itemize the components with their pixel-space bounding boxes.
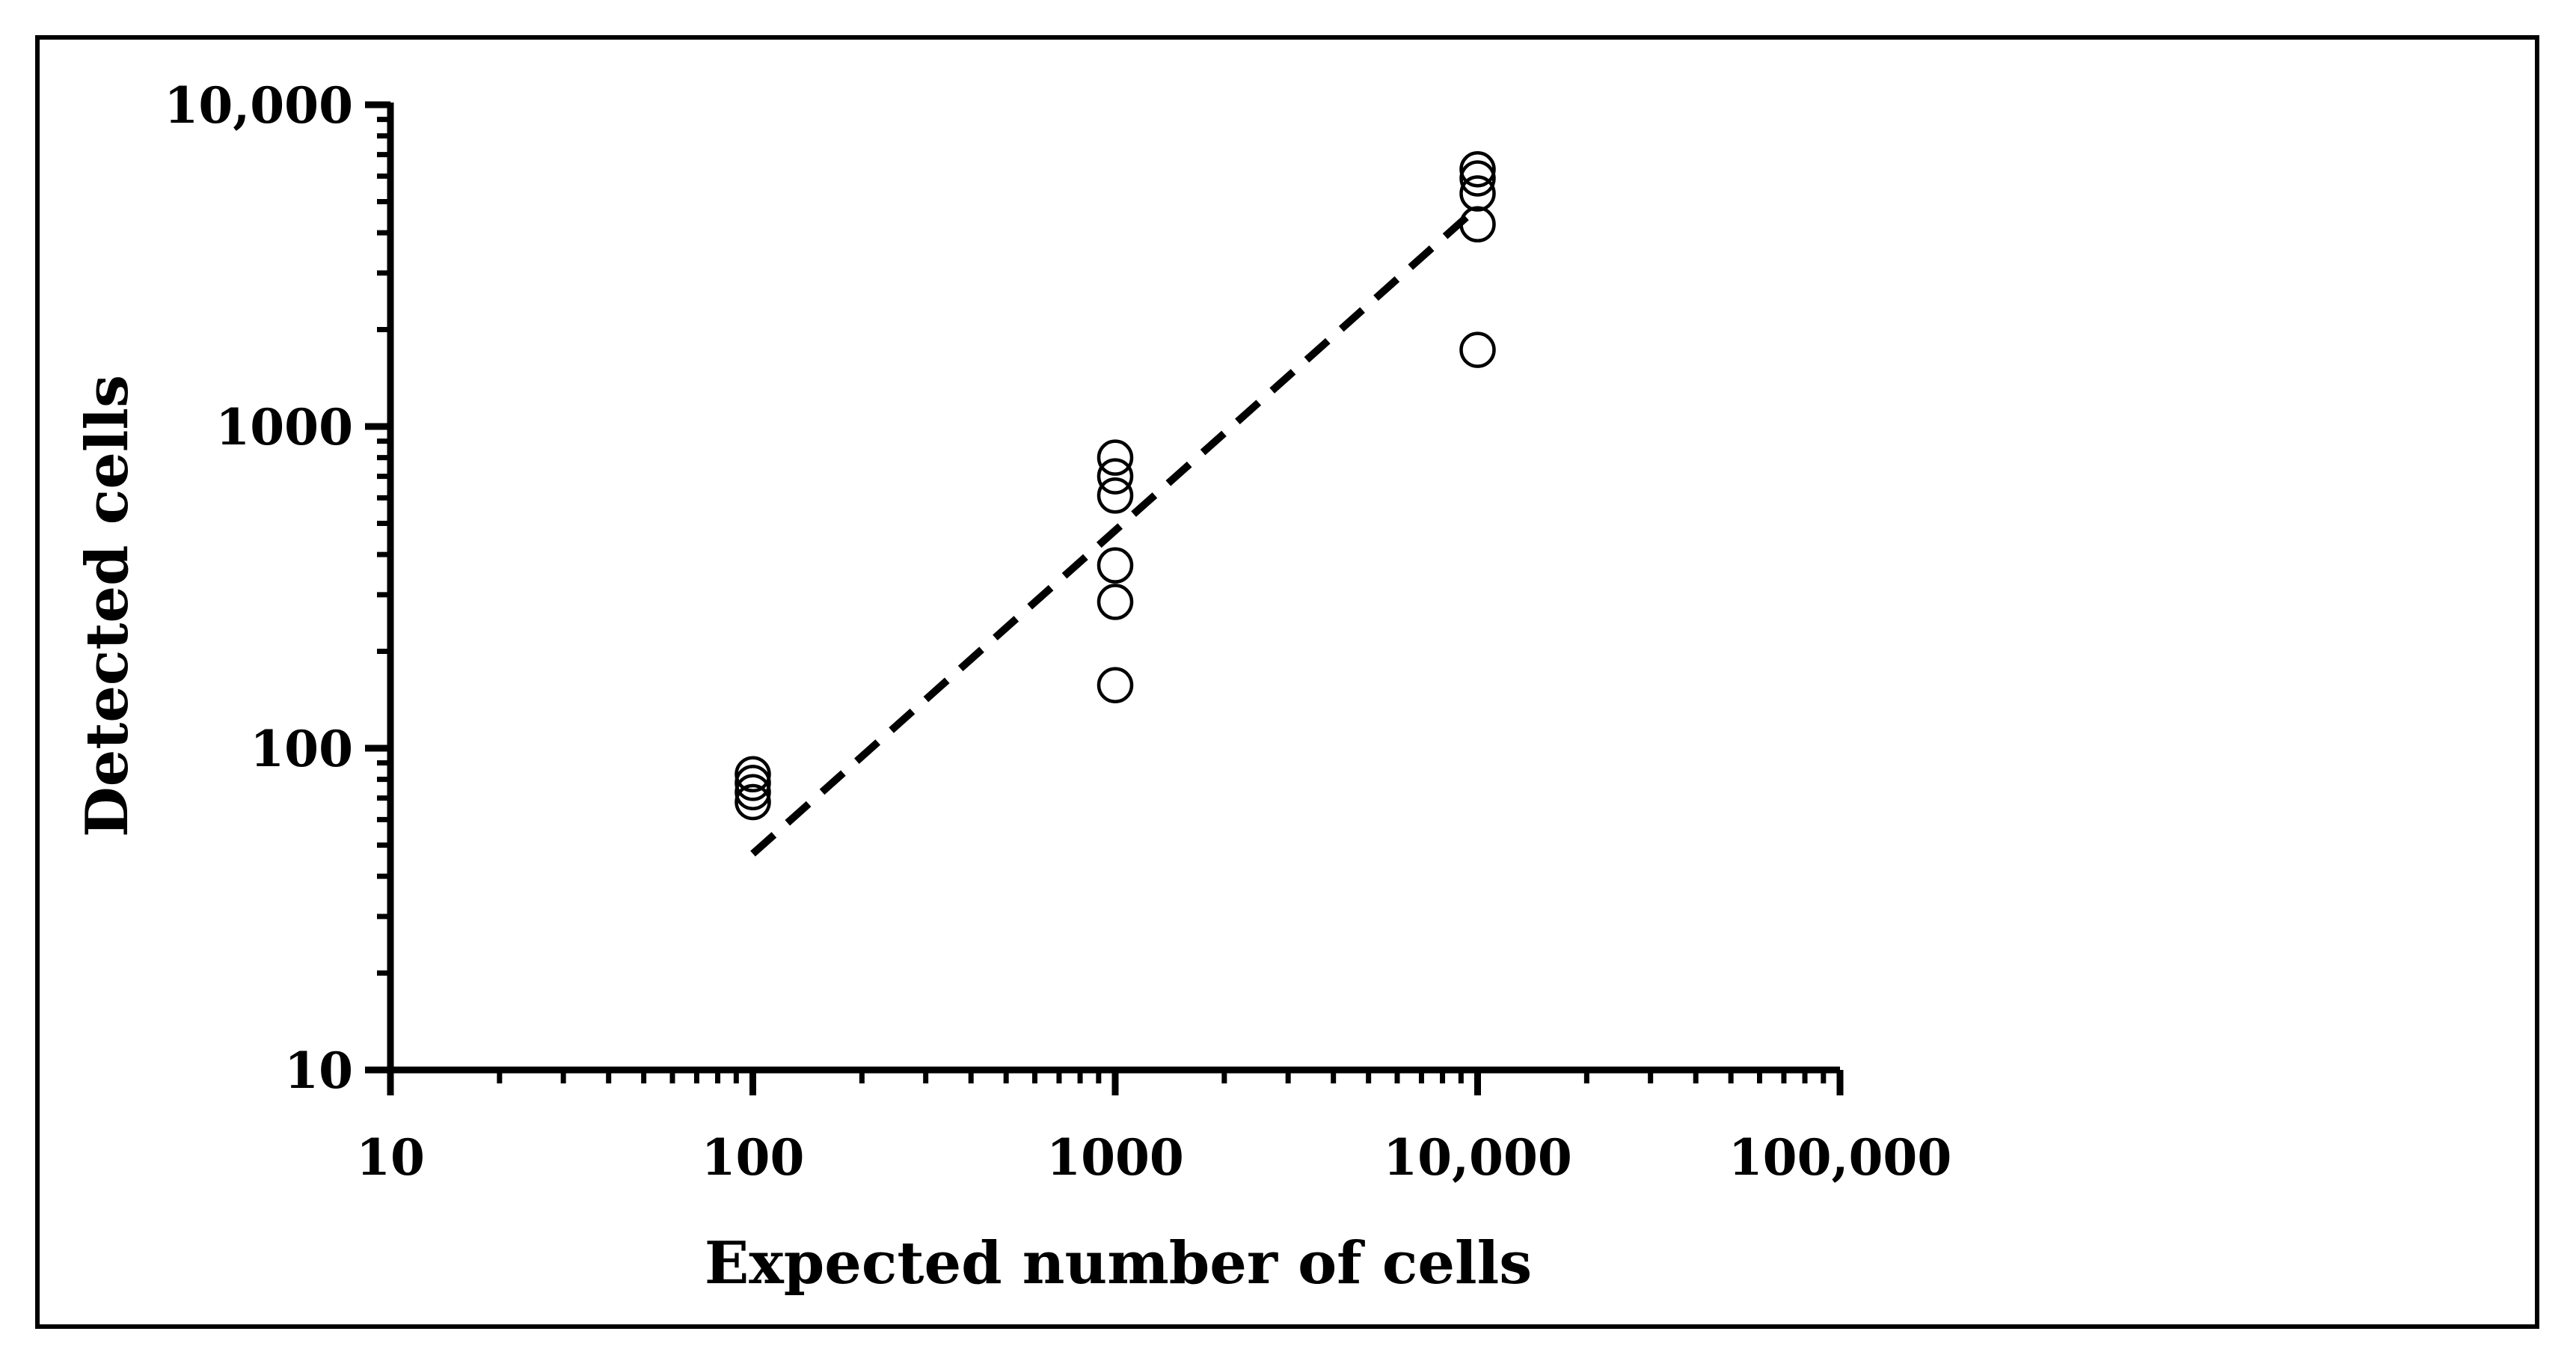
data-point [1459,160,1496,197]
y-tick-label: 10 [284,1042,353,1100]
data-point [1097,477,1134,514]
y-tick-label: 100 [250,720,353,778]
data-point [1459,151,1496,188]
data-points [735,151,1496,821]
x-tick-label: 10 [356,1128,425,1187]
data-point [735,783,771,821]
data-point [1097,458,1134,495]
y-tick-label: 1000 [215,398,353,456]
data-point [735,774,771,811]
data-point [735,765,771,801]
data-point [735,756,771,793]
x-axis-title: Expected number of cells [705,1229,1532,1297]
fit-line [750,204,1480,857]
data-point [1097,547,1134,584]
x-tick-label: 100,000 [1729,1128,1952,1187]
x-tick-label: 100 [702,1128,805,1187]
y-tick-labels: 10 100 1000 10,000 [164,76,353,1100]
x-tick-label: 1000 [1046,1128,1184,1187]
data-point [1097,439,1134,476]
y-tick-label: 10,000 [164,76,353,135]
x-tick-labels: 10 100 1000 10,000 100,000 [356,1128,1951,1187]
data-point [1459,331,1496,368]
data-point [1097,667,1134,704]
y-axis-title: Detected cells [73,375,141,837]
data-point [1459,175,1496,212]
figure-frame [35,35,2539,1329]
data-point [1097,584,1134,620]
x-tick-label: 10,000 [1383,1128,1572,1187]
axes [365,101,1844,1095]
fit-line-layer [750,204,1480,857]
data-point [1459,206,1496,243]
